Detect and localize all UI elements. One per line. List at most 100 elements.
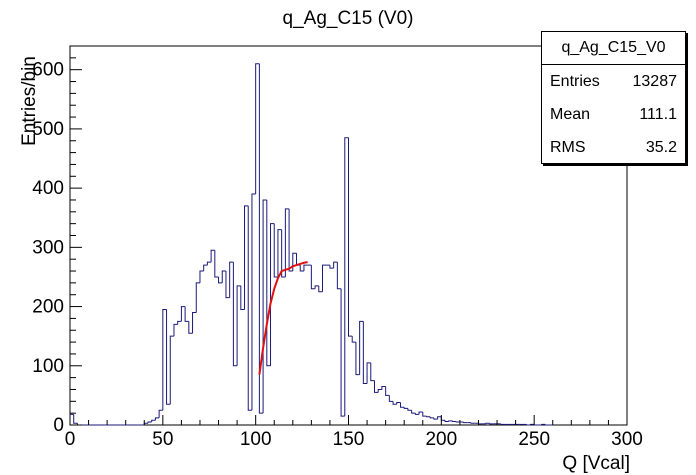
histogram-bin: [169, 335, 174, 405]
histogram-bin: [463, 422, 468, 424]
histogram-bin: [270, 223, 275, 366]
histogram-bin: [322, 264, 327, 292]
histogram-bin: [359, 320, 364, 375]
stats-mean-value: 111.1: [639, 106, 677, 123]
histogram-bin: [440, 416, 446, 421]
fit-curve: [258, 261, 308, 375]
histogram-bin: [407, 408, 412, 411]
stats-entries-value: 13287: [632, 73, 678, 90]
histogram-bin: [348, 137, 353, 337]
histogram-bin: [299, 265, 304, 272]
histogram-bin: [310, 265, 316, 290]
x-tick-label: 250: [518, 429, 550, 450]
histogram-bin: [381, 386, 386, 390]
histogram-bin: [232, 262, 238, 367]
stats-name: q_Ag_C15_V0: [542, 32, 685, 65]
histogram-bin: [173, 323, 178, 337]
y-axis-label: Entries/bin: [19, 56, 40, 146]
y-tick-label: 400: [32, 178, 64, 199]
x-tick-label: 200: [425, 429, 457, 450]
histogram-bin: [166, 309, 171, 405]
histogram-bin: [355, 342, 360, 376]
histogram-bin: [392, 401, 397, 405]
histogram-bin: [151, 419, 156, 423]
histogram-bin: [433, 417, 438, 420]
histogram-bin: [210, 249, 215, 263]
histogram-bin: [422, 411, 427, 417]
histogram-bin: [344, 137, 349, 417]
histogram-bin: [529, 423, 535, 425]
histogram-bin: [351, 336, 356, 343]
histogram-bin: [221, 270, 226, 283]
x-axis-label: Q [Vcal]: [562, 453, 630, 474]
histogram-bin: [273, 223, 278, 278]
histogram-bin: [362, 321, 368, 385]
histogram-bin: [451, 420, 457, 422]
histogram-bin: [470, 422, 475, 424]
histogram-bin: [251, 193, 256, 411]
histogram-bin: [177, 320, 182, 325]
y-tick-label: 200: [32, 297, 64, 318]
histogram-bin: [184, 306, 189, 322]
stats-entries-row: Entries 13287: [542, 65, 685, 98]
histogram-bin: [396, 401, 401, 405]
x-tick-label: 300: [611, 429, 643, 450]
histogram-bin: [240, 285, 245, 311]
histogram-bin: [195, 282, 200, 313]
histogram-bin: [477, 423, 483, 425]
histogram-bin: [411, 410, 416, 414]
histogram-bin: [180, 306, 186, 322]
histogram-bin: [244, 205, 249, 310]
histogram-bin: [225, 271, 230, 299]
histogram-bin: [262, 199, 267, 414]
histogram-bin: [266, 199, 271, 367]
y-tick-label: 0: [53, 415, 64, 436]
histogram-bin: [399, 402, 405, 408]
histogram-bin: [281, 229, 286, 278]
histogram-bin: [437, 416, 442, 420]
histogram-bin: [199, 270, 204, 283]
y-tick-label: 300: [32, 237, 64, 258]
histogram-bin: [425, 416, 431, 418]
histogram-bin: [455, 421, 460, 423]
histogram-bin: [69, 413, 74, 425]
histogram-bin: [147, 421, 152, 424]
histogram-bin: [277, 229, 282, 277]
histogram-bin: [73, 414, 78, 424]
histogram-bin: [541, 423, 546, 425]
histogram-bin: [318, 285, 323, 293]
x-tick-label: 0: [65, 429, 76, 450]
x-tick-label: 150: [333, 429, 365, 450]
histogram-bin: [329, 265, 334, 269]
stats-box: q_Ag_C15_V0 Entries 13287 Mean 111.1 RMS…: [541, 31, 686, 164]
histogram-bin: [370, 362, 375, 382]
histogram-bin: [418, 411, 423, 415]
histogram-bin: [403, 407, 408, 409]
histogram-bin: [203, 264, 208, 272]
x-tick-label: 100: [240, 429, 272, 450]
histogram-bin: [340, 288, 345, 417]
histogram-bin: [258, 63, 264, 414]
stats-mean-row: Mean 111.1: [542, 98, 685, 131]
histogram-bin: [489, 423, 494, 425]
histogram-bin: [388, 395, 394, 402]
histogram-bin: [218, 276, 223, 284]
histogram-bin: [444, 420, 449, 422]
histogram-bin: [214, 250, 219, 278]
histogram-bin: [385, 386, 390, 396]
histogram-bin: [448, 420, 453, 422]
stats-rms-label: RMS: [550, 139, 586, 156]
histogram-bin: [206, 261, 212, 266]
x-tick-label: 50: [152, 429, 173, 450]
histogram-bin: [192, 311, 197, 334]
stats-rms-value: 35.2: [645, 139, 677, 156]
stats-entries-label: Entries: [550, 73, 600, 90]
histogram-bin: [526, 424, 531, 426]
histogram-bin: [533, 424, 538, 426]
y-tick-label: 600: [32, 60, 64, 81]
histogram-bin: [377, 388, 382, 393]
y-tick-label: 100: [32, 356, 64, 377]
stats-rms-row: RMS 35.2: [542, 131, 685, 164]
y-tick-label: 500: [32, 119, 64, 140]
